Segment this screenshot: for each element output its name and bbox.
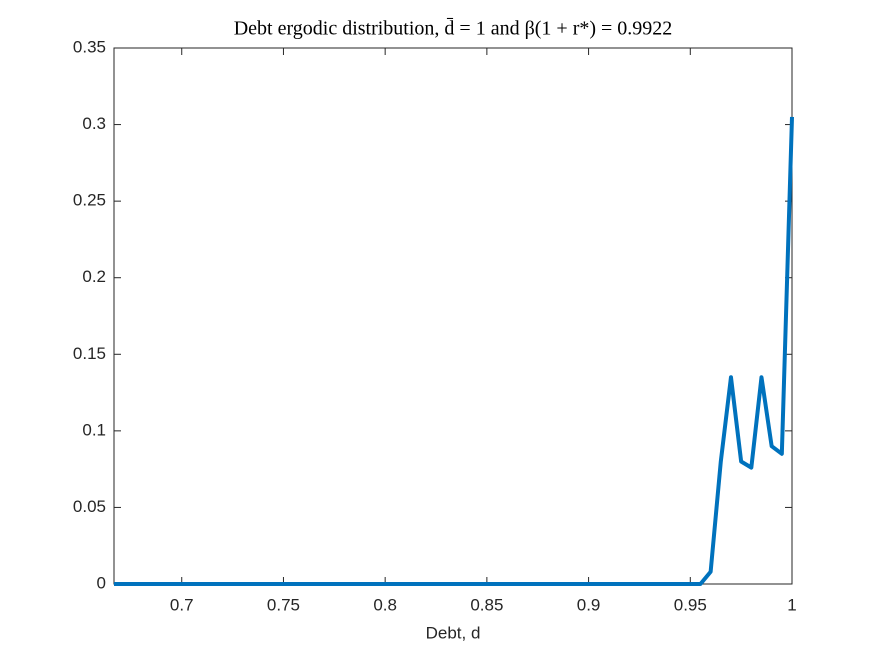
y-tick-label: 0.2 — [82, 267, 106, 286]
x-tick-label: 0.7 — [170, 595, 194, 614]
plot-area — [113, 47, 793, 585]
y-tick-label: 0.1 — [82, 420, 106, 439]
y-tick-label: 0.25 — [73, 191, 106, 210]
chart-title: Debt ergodic distribution, d̄ = 1 and β(… — [234, 17, 673, 40]
x-tick-label: 0.9 — [577, 595, 601, 614]
x-tick-label: 0.95 — [674, 595, 707, 614]
x-tick-label: 0.85 — [470, 595, 503, 614]
y-tick-label: 0.15 — [73, 344, 106, 363]
y-tick-label: 0.3 — [82, 114, 106, 133]
x-axis-label: Debt, d — [426, 623, 481, 642]
y-tick-label: 0 — [97, 573, 106, 592]
data-line — [114, 116, 794, 586]
y-tick-label: 0.35 — [73, 37, 106, 56]
x-tick-label: 0.75 — [267, 595, 300, 614]
x-tick-label: 1 — [787, 595, 796, 614]
y-tick-label: 0.05 — [73, 497, 106, 516]
x-tick-label: 0.8 — [373, 595, 397, 614]
